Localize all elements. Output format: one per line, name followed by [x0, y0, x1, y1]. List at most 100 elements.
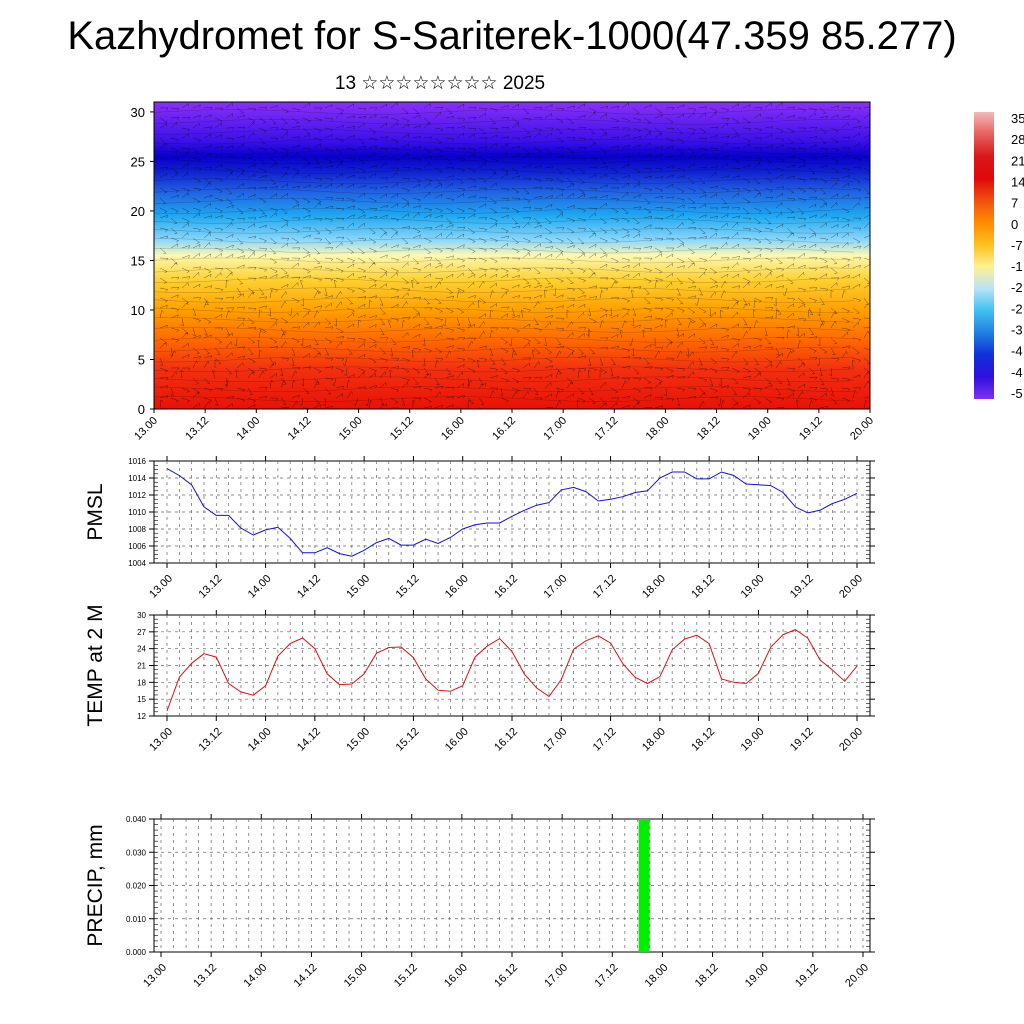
wind-barb-flag	[584, 327, 587, 331]
wind-barb-flag	[452, 396, 455, 400]
wind-barb	[533, 407, 538, 409]
wind-barb	[577, 114, 586, 119]
wind-barb	[676, 327, 680, 336]
wind-barb	[489, 157, 498, 161]
wind-barb-flag	[252, 400, 256, 403]
wind-barb-flag	[253, 108, 257, 112]
wind-barb-flag	[771, 117, 774, 121]
wind-barb-flag	[870, 107, 872, 110]
wind-barb	[335, 393, 343, 399]
wind-barb-flag	[210, 195, 212, 199]
wind-barb	[192, 157, 201, 160]
wind-barb-flag	[628, 234, 630, 238]
wind-barb-flag	[419, 324, 421, 328]
wind-barb	[412, 267, 421, 271]
wind-barb-flag	[836, 178, 840, 182]
wind-barb	[555, 187, 564, 190]
wind-barb-flag	[681, 341, 684, 345]
wind-barb-flag	[781, 248, 785, 252]
wind-barb-flag	[661, 346, 664, 350]
wind-barb	[434, 357, 443, 360]
wind-barb	[599, 227, 607, 233]
wind-barb	[676, 243, 684, 249]
wind-barb-flag	[603, 232, 607, 234]
wind-barb-flag	[177, 367, 180, 371]
wind-barb	[511, 123, 519, 129]
wind-barb-flag	[164, 271, 168, 274]
wind-barb	[401, 382, 408, 389]
wind-barb	[753, 344, 762, 349]
wind-barb-flag	[593, 111, 597, 114]
wind-barb	[764, 297, 774, 299]
wind-barb-flag	[592, 142, 596, 144]
wind-barb-flag	[767, 173, 771, 175]
wind-barb	[786, 377, 791, 386]
wind-barb	[313, 397, 320, 404]
wind-barb	[489, 347, 494, 356]
wind-barb	[203, 202, 211, 209]
wind-barb-flag	[363, 238, 367, 242]
wind-barb	[610, 177, 619, 181]
wind-barb-flag	[718, 384, 722, 387]
wind-barb-flag	[517, 269, 520, 273]
wind-barb	[258, 247, 268, 250]
wind-barb	[489, 167, 497, 174]
contour-line	[154, 277, 855, 284]
wind-barb-flag	[837, 217, 840, 221]
wind-barb	[654, 277, 663, 281]
wind-barb	[214, 387, 224, 389]
wind-barb-flag	[275, 398, 279, 401]
wind-barb	[852, 297, 861, 301]
wind-barb	[192, 197, 201, 202]
wind-barb	[566, 321, 572, 329]
wind-barb	[654, 187, 663, 191]
x-tick-label: 13.00	[147, 573, 175, 601]
wind-barb-flag	[540, 186, 543, 190]
wind-barb	[676, 277, 683, 284]
wind-barb	[511, 247, 520, 252]
wind-barb-flag	[691, 182, 695, 185]
wind-barb	[852, 283, 861, 289]
wind-barb-flag	[793, 257, 796, 261]
y-tick-label: 1004	[128, 559, 146, 568]
wind-barb	[159, 367, 168, 371]
wind-barb	[159, 235, 168, 239]
wind-barb-flag	[746, 212, 750, 215]
wind-barb	[588, 253, 596, 259]
wind-barb	[159, 399, 162, 409]
wind-barb	[709, 126, 719, 129]
wind-barb	[159, 357, 164, 366]
x-tick-label: 17.00	[541, 573, 569, 601]
wind-barb-flag	[263, 170, 267, 173]
wind-barb	[511, 267, 520, 271]
wind-barb-flag	[868, 172, 870, 174]
wind-barb	[390, 272, 398, 279]
wind-barb-flag	[274, 361, 277, 365]
wind-barb-flag	[726, 358, 730, 362]
wind-barb-flag	[868, 261, 870, 263]
wind-barb-flag	[319, 139, 322, 143]
wind-barb	[522, 277, 530, 284]
wind-barb	[698, 214, 707, 219]
y-axis-label: PMSL	[84, 483, 107, 540]
wind-barb-flag	[672, 196, 675, 200]
wind-barb	[852, 245, 861, 249]
wind-barb-flag	[583, 312, 585, 316]
wind-barb-flag	[505, 400, 509, 403]
wind-barb	[852, 264, 861, 269]
wind-barb-flag	[373, 250, 377, 253]
wind-barb-flag	[209, 400, 212, 403]
wind-barb	[599, 397, 606, 404]
wind-barb	[357, 145, 366, 149]
wind-barb	[775, 285, 784, 289]
wind-barb	[764, 177, 773, 182]
wind-barb-flag	[867, 380, 870, 384]
contour-line	[154, 327, 855, 333]
wind-barb	[522, 107, 529, 114]
wind-barb	[159, 342, 167, 349]
wind-barb	[775, 144, 784, 149]
wind-barb	[203, 267, 212, 272]
wind-barb	[830, 320, 836, 329]
wind-barb	[357, 122, 365, 129]
wind-barb-flag	[747, 370, 751, 373]
